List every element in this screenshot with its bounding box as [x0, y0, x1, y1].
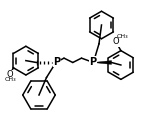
- Text: P: P: [89, 57, 96, 67]
- Text: O: O: [6, 70, 13, 79]
- Text: P: P: [53, 57, 60, 67]
- Text: CH₃: CH₃: [4, 77, 16, 82]
- Text: O: O: [113, 37, 119, 46]
- Polygon shape: [93, 61, 111, 64]
- Text: CH₃: CH₃: [116, 34, 128, 39]
